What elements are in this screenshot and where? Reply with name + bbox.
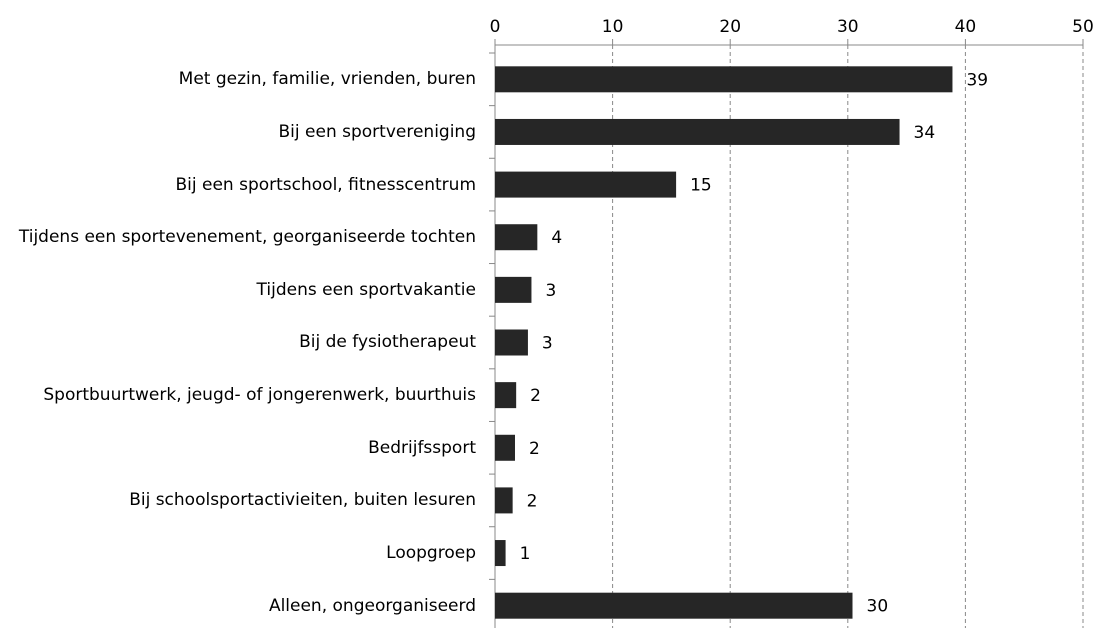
y-tick-label: Tijdens een sportvakantie <box>256 279 476 300</box>
value-label: 39 <box>966 70 988 90</box>
bar <box>495 592 853 619</box>
y-tick-label: Bij schoolsportactivieiten, buiten lesur… <box>129 490 476 511</box>
y-tick-label: Bij een sportschool, fitnesscentrum <box>175 174 476 195</box>
bar <box>495 171 677 198</box>
x-tick-label: 10 <box>602 17 624 37</box>
bar <box>495 382 517 409</box>
y-tick-label: Sportbuurtwerk, jeugd- of jongerenwerk, … <box>43 385 476 406</box>
bar <box>495 434 515 461</box>
y-tick-label: Met gezin, familie, vrienden, buren <box>178 69 476 90</box>
value-label: 15 <box>690 176 712 196</box>
bar <box>495 66 953 93</box>
y-tick-label: Bij een sportvereniging <box>278 121 476 142</box>
bar <box>495 118 900 145</box>
value-label: 3 <box>545 281 556 301</box>
y-tick-label: Loopgroep <box>386 543 476 564</box>
value-label: 4 <box>551 228 562 248</box>
bar <box>495 224 538 251</box>
y-tick-label: Bedrijfssport <box>368 437 476 458</box>
bar <box>495 276 532 303</box>
value-label: 30 <box>867 597 889 617</box>
value-label: 1 <box>520 544 531 564</box>
y-tick-label: Tijdens een sportevenement, georganiseer… <box>18 227 476 248</box>
x-tick-label: 20 <box>719 17 741 37</box>
value-label: 2 <box>530 386 541 406</box>
bar <box>495 487 513 514</box>
x-tick-label: 40 <box>955 17 977 37</box>
y-tick-label: Bij de fysiotherapeut <box>299 332 476 353</box>
x-tick-label: 30 <box>837 17 859 37</box>
y-tick-label: Alleen, ongeorganiseerd <box>268 595 476 616</box>
x-tick-label: 0 <box>490 17 501 37</box>
value-label: 2 <box>529 439 540 459</box>
value-label: 34 <box>914 123 936 143</box>
value-label: 2 <box>527 491 538 511</box>
bar <box>495 540 506 567</box>
x-tick-label: 50 <box>1072 17 1094 37</box>
bar <box>495 329 528 356</box>
value-label: 3 <box>542 334 553 354</box>
